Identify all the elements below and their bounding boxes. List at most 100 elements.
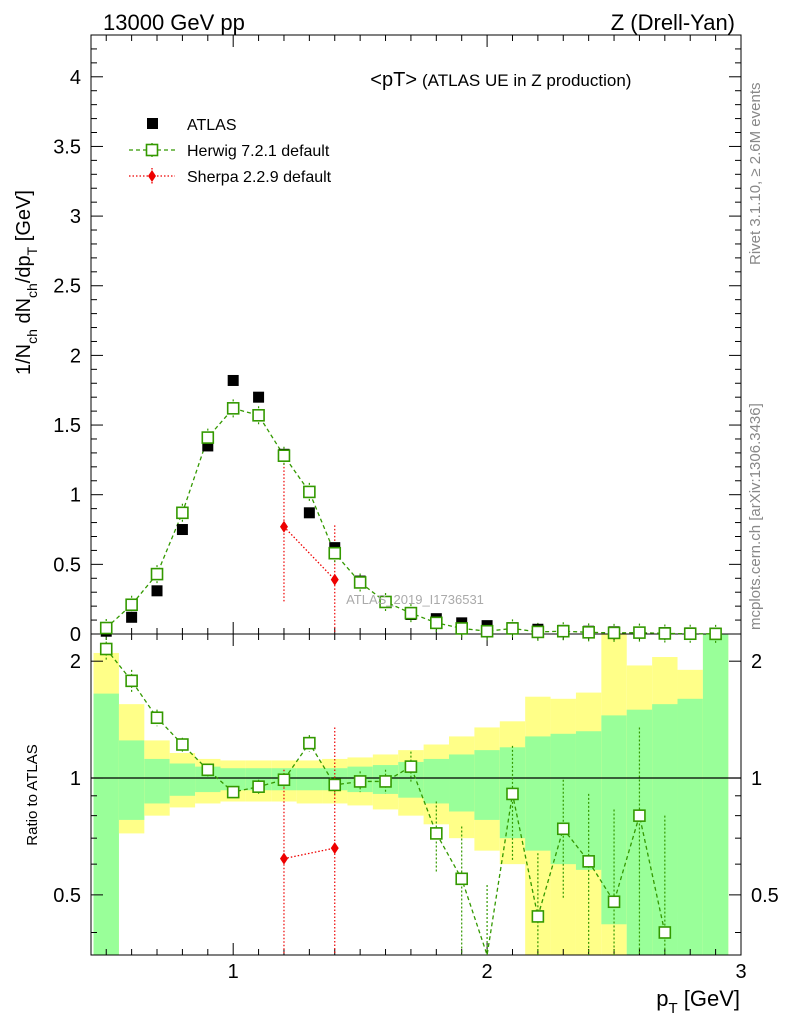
herwig-marker [683,627,697,641]
herwig-marker [404,606,418,620]
legend-atlas-label: ATLAS [187,117,237,134]
header-left: 13000 GeV pp [103,10,245,35]
ylabel-part1: 1/N [13,344,35,375]
herwig-marker [226,402,240,415]
atlas-marker [176,524,188,536]
legend-atlas-marker [147,118,158,129]
herwig-marker [455,622,469,635]
band-green-bin [296,768,323,791]
ratio-herwig-marker [353,775,367,788]
legend: ATLAS Herwig 7.2.1 default Sherpa 2.2.9 … [129,117,332,186]
ratio-herwig-marker [150,711,164,725]
ylabel-sub-ch1: ch [24,329,40,344]
ylabel-part4: [GeV] [13,190,35,247]
herwig-marker [252,408,265,422]
ratio-herwig-marker [379,775,392,788]
atlas-marker [202,440,214,452]
ratio-herwig-marker [506,787,519,801]
herwig-marker [607,626,621,640]
band-green-bin [677,698,703,955]
ratio-y-tick-label-right: 2 [751,651,762,673]
atlas-marker [303,507,315,519]
xlabel-sub-t: T [668,1000,677,1017]
ratio-y-tick-label: 0.5 [53,885,81,907]
ratio-herwig-marker [556,822,570,836]
ratio-herwig-marker [277,773,291,787]
upper-y-tick-label: 3 [70,206,81,228]
ratio-herwig-marker [201,763,215,777]
ratio-y-tick-label: 1 [70,768,81,790]
atlas-marker [253,391,265,403]
herwig-marker [150,567,164,581]
herwig-marker [353,576,367,589]
herwig-marker [633,626,646,639]
ratio-sherpa-line [283,847,335,860]
atlas-marker [126,611,138,623]
mcplots-reference-text: mcplots.cern.ch [arXiv:1306.3436] [747,403,764,630]
herwig-marker [658,627,672,640]
upper-y-tick-label: 0 [70,624,81,646]
band-green-bin [449,754,475,812]
analysis-watermark: ATLAS_2019_I1736531 [346,592,484,607]
plot-title-main: <pT> [370,69,417,91]
ratio-y-tick-label-right: 0.5 [751,885,779,907]
x-tick-label: 1 [228,961,239,983]
header-right: Z (Drell-Yan) [611,10,735,35]
ratio-herwig-marker [531,910,545,923]
herwig-marker [379,595,392,609]
legend-herwig-marker [145,143,159,157]
band-green-bin [702,634,729,955]
svg-text:pT [GeV]: pT [GeV] [656,986,740,1017]
herwig-marker [556,624,570,638]
herwig-marker [709,627,722,641]
atlas-marker [151,585,163,597]
herwig-marker [176,506,189,520]
ratio-y-axis-label: Ratio to ATLAS [24,744,41,845]
ratio-herwig-marker [582,855,595,868]
sherpa-marker [279,520,288,533]
herwig-marker [277,449,291,462]
rivet-version-text: Rivet 3.1.10, ≥ 2.6M events [747,83,764,266]
ratio-herwig-marker [607,895,621,909]
herwig-marker [531,625,545,639]
legend-sherpa-label: Sherpa 2.2.9 default [187,169,332,186]
ratio-herwig-marker [328,778,342,792]
herwig-marker [125,598,138,612]
band-green-bin [220,768,246,791]
band-green-bin [474,750,500,820]
ratio-sherpa-marker [279,852,288,865]
ratio-panel-frame [90,633,742,956]
upper-y-tick-label: 2.5 [53,276,81,298]
ratio-sherpa-marker [330,842,339,855]
ratio-uncertainty-bands [93,634,729,955]
herwig-marker [303,485,316,499]
band-green-bin [525,736,551,851]
herwig-marker [201,431,215,444]
upper-y-tick-label: 0.5 [53,554,81,576]
herwig-marker [506,622,519,635]
ratio-herwig-marker [633,809,646,822]
plot-title-sub: (ATLAS UE in Z production) [422,71,631,90]
upper-y-tick-label: 1 [70,485,81,507]
ratio-herwig-marker [404,760,418,773]
ylabel-sub-t: T [24,246,40,255]
legend-herwig-label: Herwig 7.2.1 default [187,143,330,160]
band-green-bin [169,763,196,796]
band-green-bin [575,731,602,870]
band-green-bin [118,740,145,820]
x-tick-label: 3 [735,961,746,983]
ratio-herwig-marker [226,785,240,799]
herwig-marker [99,621,113,635]
herwig-marker [582,626,595,639]
ratio-herwig-marker [455,872,469,886]
ratio-y-tick-label: 2 [70,651,81,673]
band-green-bin [550,733,576,865]
upper-y-tick-label: 2 [70,345,81,367]
xlabel-p: p [656,986,668,1011]
herwig-marker [328,546,342,560]
ratio-herwig-marker [658,926,672,939]
upper-y-tick-label: 1.5 [53,415,81,437]
ratio-herwig-marker [125,674,138,688]
ratio-herwig-marker [252,780,265,793]
